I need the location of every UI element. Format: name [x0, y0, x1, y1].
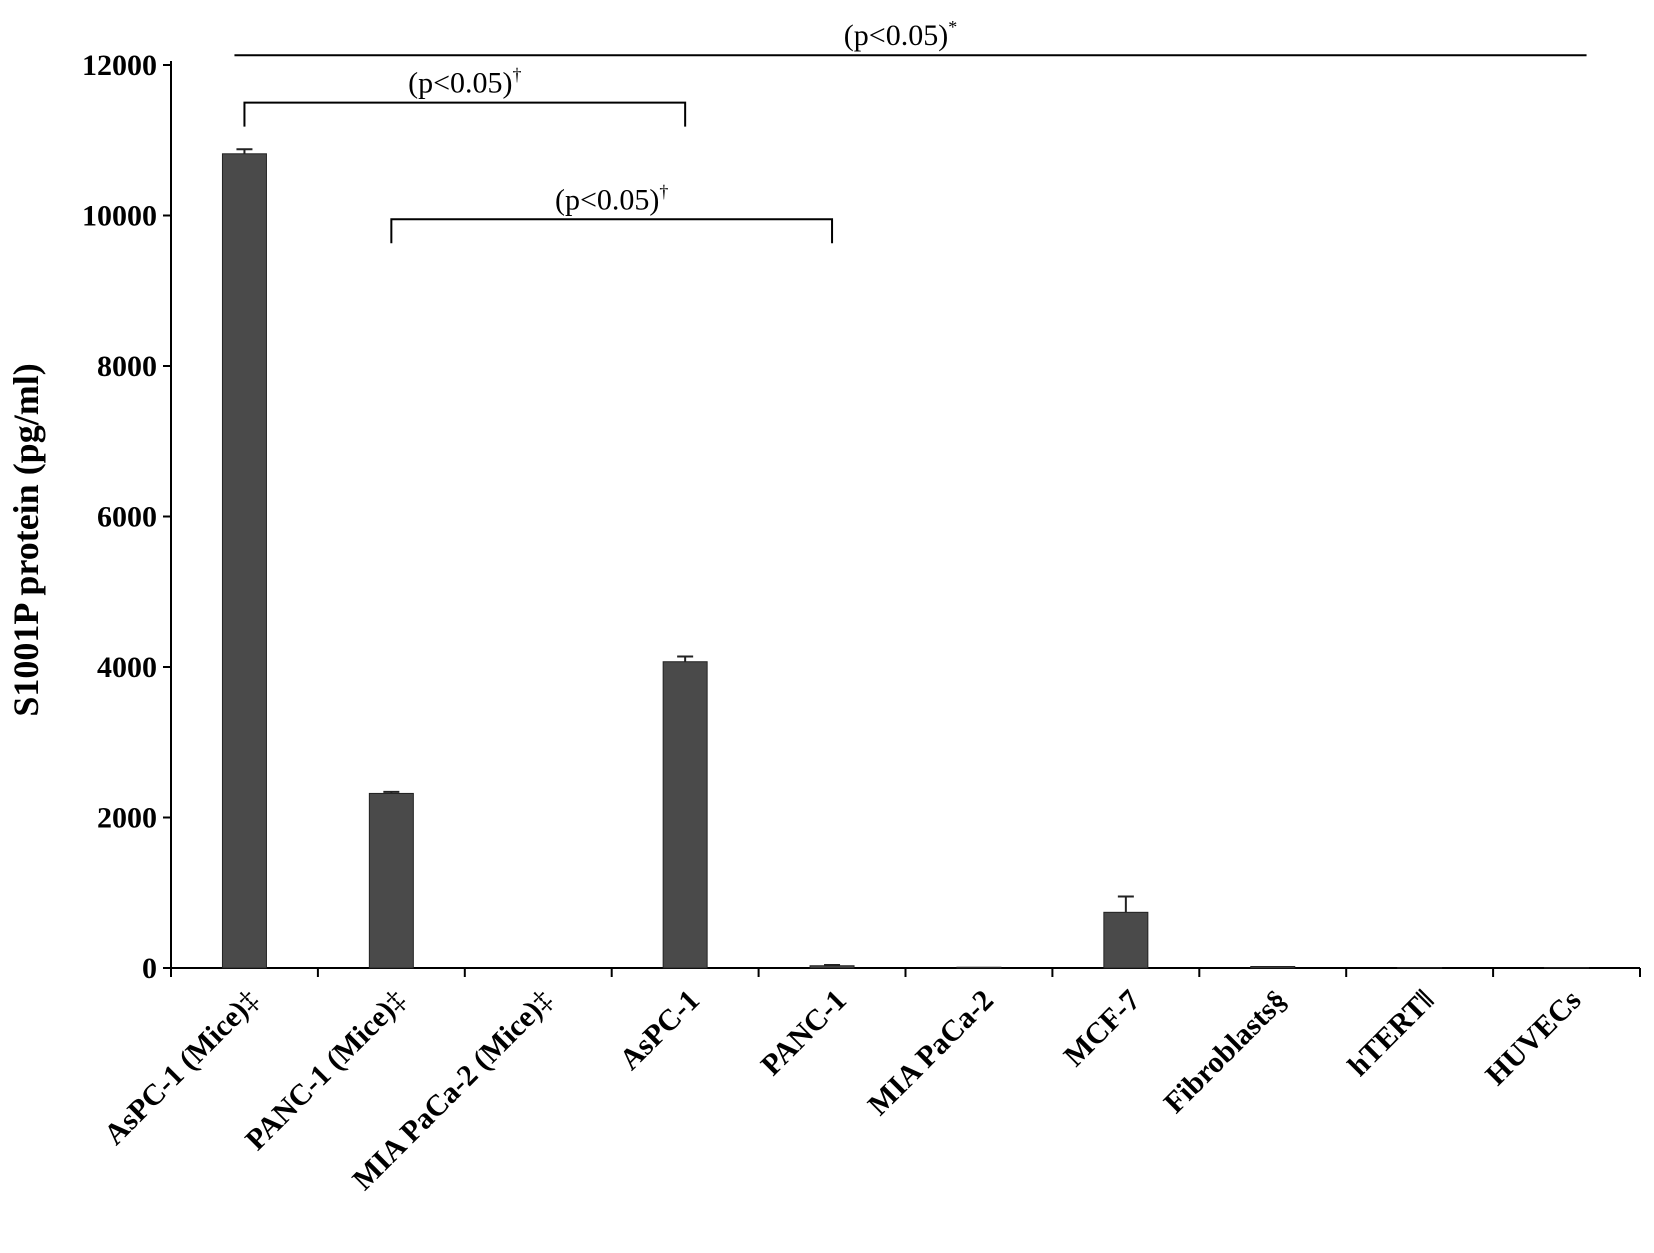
significance-label: (p<0.05)† — [408, 65, 521, 100]
bar — [809, 965, 855, 969]
category-label: MIA PaCa-2 — [862, 984, 1000, 1122]
category-label: hTERT‖ — [1342, 984, 1441, 1083]
significance-bracket — [390, 218, 834, 244]
significance-label: (p<0.05)† — [555, 181, 668, 216]
y-tick-label: 8000 — [97, 350, 157, 383]
bar — [368, 792, 414, 969]
category-label: Fibroblasts§ — [1158, 984, 1294, 1120]
category-label: MCF-7 — [1057, 984, 1146, 1073]
bar — [1250, 965, 1296, 969]
y-axis-title: S1001P protein (pg/ml) — [6, 363, 46, 716]
significance-bracket — [243, 101, 687, 127]
category-label: PANC-1 — [755, 984, 853, 1082]
bar — [956, 966, 1002, 969]
y-tick-label: 10000 — [82, 200, 157, 233]
category-label: AsPC-1 (Mice)‡ — [98, 984, 266, 1152]
bar — [662, 661, 708, 969]
category-label: AsPC-1 — [613, 984, 706, 1077]
y-tick-label: 2000 — [97, 802, 157, 835]
y-tick-label: 4000 — [97, 651, 157, 684]
category-label: HUVECs — [1479, 984, 1587, 1092]
y-tick-label: 12000 — [82, 49, 157, 82]
bar — [1103, 911, 1149, 969]
category-label: PANC-1 (Mice)‡ — [239, 984, 412, 1157]
significance-label: (p<0.05)* — [844, 17, 957, 52]
y-tick-label: 6000 — [97, 501, 157, 534]
bar — [221, 153, 267, 969]
y-tick-label: 0 — [142, 952, 157, 985]
